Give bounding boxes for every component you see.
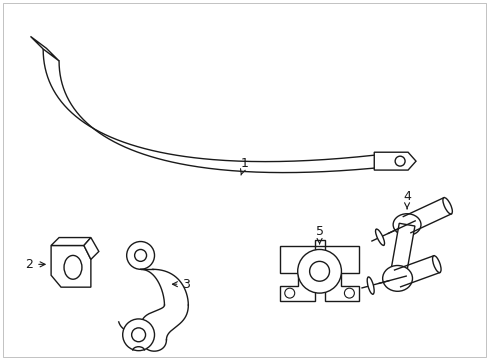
Text: 2: 2 [25, 258, 45, 271]
Polygon shape [30, 36, 59, 61]
Polygon shape [84, 238, 99, 260]
Ellipse shape [432, 256, 440, 273]
Ellipse shape [366, 277, 373, 294]
Ellipse shape [64, 255, 82, 279]
Circle shape [126, 242, 154, 269]
Circle shape [284, 288, 294, 298]
Text: 4: 4 [402, 190, 410, 209]
Text: 3: 3 [172, 278, 190, 291]
Ellipse shape [382, 265, 412, 291]
Polygon shape [389, 223, 414, 280]
Ellipse shape [392, 214, 420, 235]
Circle shape [344, 288, 354, 298]
Ellipse shape [375, 229, 384, 246]
Ellipse shape [442, 198, 451, 214]
Polygon shape [314, 239, 324, 247]
Polygon shape [51, 246, 91, 287]
Circle shape [309, 261, 329, 281]
Circle shape [134, 249, 146, 261]
Circle shape [122, 319, 154, 351]
Text: 1: 1 [240, 157, 248, 175]
Circle shape [131, 328, 145, 342]
Circle shape [297, 249, 341, 293]
Circle shape [394, 156, 404, 166]
Polygon shape [279, 247, 314, 301]
Polygon shape [51, 238, 91, 246]
Text: 5: 5 [315, 225, 323, 244]
Polygon shape [373, 152, 415, 170]
Polygon shape [43, 49, 373, 172]
Polygon shape [324, 247, 359, 301]
